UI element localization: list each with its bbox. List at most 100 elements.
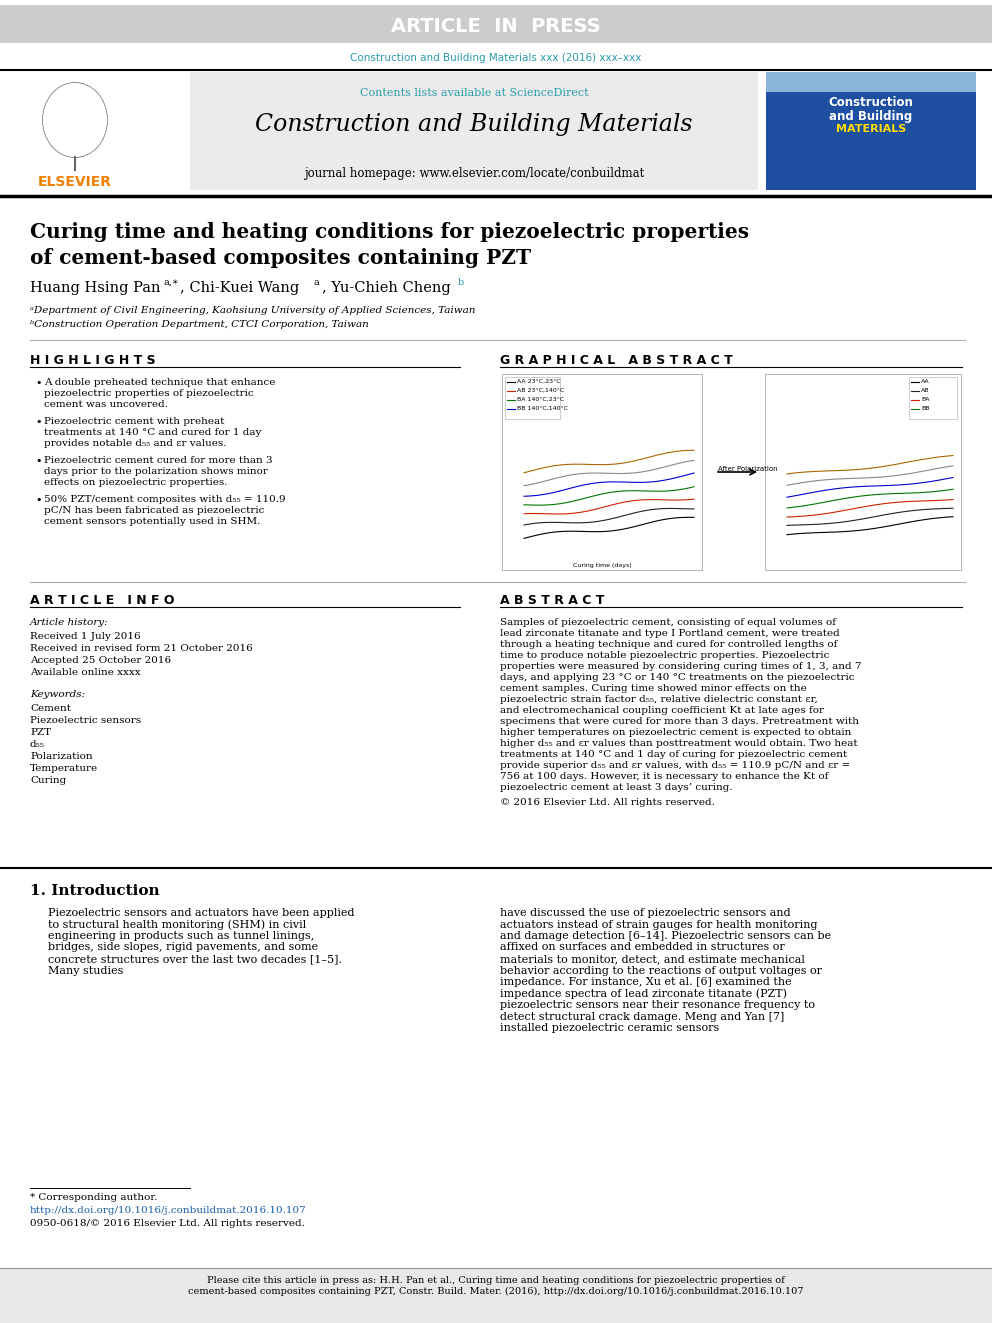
Text: © 2016 Elsevier Ltd. All rights reserved.: © 2016 Elsevier Ltd. All rights reserved… xyxy=(500,798,715,807)
Text: * Corresponding author.: * Corresponding author. xyxy=(30,1193,158,1203)
Text: Contents lists available at ScienceDirect: Contents lists available at ScienceDirec… xyxy=(360,89,588,98)
Text: have discussed the use of piezoelectric sensors and: have discussed the use of piezoelectric … xyxy=(500,908,791,918)
Text: behavior according to the reactions of output voltages or: behavior according to the reactions of o… xyxy=(500,966,822,975)
Text: ᵃDepartment of Civil Engineering, Kaohsiung University of Applied Sciences, Taiw: ᵃDepartment of Civil Engineering, Kaohsi… xyxy=(30,306,475,315)
Text: lead zirconate titanate and type I Portland cement, were treated: lead zirconate titanate and type I Portl… xyxy=(500,628,840,638)
Text: ARTICLE  IN  PRESS: ARTICLE IN PRESS xyxy=(391,16,601,36)
Text: AA: AA xyxy=(921,378,930,384)
Text: A double preheated technique that enhance: A double preheated technique that enhanc… xyxy=(44,378,276,388)
Bar xyxy=(12,71,187,191)
Text: ᵇConstruction Operation Department, CTCI Corporation, Taiwan: ᵇConstruction Operation Department, CTCI… xyxy=(30,320,369,329)
Text: Please cite this article in press as: H.H. Pan et al., Curing time and heating c: Please cite this article in press as: H.… xyxy=(207,1275,785,1285)
Text: Piezoelectric sensors: Piezoelectric sensors xyxy=(30,716,141,725)
Text: to structural health monitoring (SHM) in civil: to structural health monitoring (SHM) in… xyxy=(48,919,307,930)
Text: Construction and Building Materials xxx (2016) xxx–xxx: Construction and Building Materials xxx … xyxy=(350,53,642,64)
Text: G R A P H I C A L   A B S T R A C T: G R A P H I C A L A B S T R A C T xyxy=(500,355,733,366)
Text: BB: BB xyxy=(921,406,930,411)
Text: Received 1 July 2016: Received 1 July 2016 xyxy=(30,632,141,642)
Text: days prior to the polarization shows minor: days prior to the polarization shows min… xyxy=(44,467,268,476)
Text: concrete structures over the last two decades [1–5].: concrete structures over the last two de… xyxy=(48,954,342,964)
Text: Available online xxxx: Available online xxxx xyxy=(30,668,141,677)
Bar xyxy=(190,71,758,191)
Text: detect structural crack damage. Meng and Yan [7]: detect structural crack damage. Meng and… xyxy=(500,1012,785,1021)
Text: effects on piezoelectric properties.: effects on piezoelectric properties. xyxy=(44,478,227,487)
Bar xyxy=(765,374,961,570)
Text: pC/N has been fabricated as piezoelectric: pC/N has been fabricated as piezoelectri… xyxy=(44,505,265,515)
Text: BA: BA xyxy=(921,397,930,402)
Text: Curing: Curing xyxy=(30,777,66,785)
Text: piezoelectric cement at least 3 days’ curing.: piezoelectric cement at least 3 days’ cu… xyxy=(500,783,733,792)
Bar xyxy=(766,71,976,191)
Text: installed piezoelectric ceramic sensors: installed piezoelectric ceramic sensors xyxy=(500,1023,719,1033)
Bar xyxy=(766,71,976,93)
Bar xyxy=(0,1267,992,1323)
Text: treatments at 140 °C and 1 day of curing for piezoelectric cement: treatments at 140 °C and 1 day of curing… xyxy=(500,750,847,759)
Text: materials to monitor, detect, and estimate mechanical: materials to monitor, detect, and estima… xyxy=(500,954,805,964)
Text: Piezoelectric sensors and actuators have been applied: Piezoelectric sensors and actuators have… xyxy=(48,908,354,918)
Text: engineering in products such as tunnel linings,: engineering in products such as tunnel l… xyxy=(48,931,314,941)
Text: , Yu-Chieh Cheng: , Yu-Chieh Cheng xyxy=(322,280,450,295)
Text: After Polarization: After Polarization xyxy=(718,466,778,472)
Text: A B S T R A C T: A B S T R A C T xyxy=(500,594,604,607)
Text: Polarization: Polarization xyxy=(30,751,92,761)
Text: 50% PZT/cement composites with d₅₅ = 110.9: 50% PZT/cement composites with d₅₅ = 110… xyxy=(44,495,286,504)
Text: cement samples. Curing time showed minor effects on the: cement samples. Curing time showed minor… xyxy=(500,684,806,693)
Text: d₅₅: d₅₅ xyxy=(30,740,45,749)
Text: cement-based composites containing PZT, Constr. Build. Mater. (2016), http://dx.: cement-based composites containing PZT, … xyxy=(188,1287,804,1297)
Text: MATERIALS: MATERIALS xyxy=(836,124,906,134)
Text: through a heating technique and cured for controlled lengths of: through a heating technique and cured fo… xyxy=(500,640,837,650)
Text: and Building: and Building xyxy=(829,110,913,123)
Text: and damage detection [6–14]. Piezoelectric sensors can be: and damage detection [6–14]. Piezoelectr… xyxy=(500,931,831,941)
Bar xyxy=(502,374,702,570)
Text: impedance. For instance, Xu et al. [6] examined the: impedance. For instance, Xu et al. [6] e… xyxy=(500,976,792,987)
Text: Curing time (days): Curing time (days) xyxy=(572,564,631,568)
Text: •: • xyxy=(35,495,42,505)
Text: piezoelectric properties of piezoelectric: piezoelectric properties of piezoelectri… xyxy=(44,389,254,398)
Text: 756 at 100 days. However, it is necessary to enhance the Kt of: 756 at 100 days. However, it is necessar… xyxy=(500,773,828,781)
Text: 0950-0618/© 2016 Elsevier Ltd. All rights reserved.: 0950-0618/© 2016 Elsevier Ltd. All right… xyxy=(30,1218,305,1228)
Text: BB 140°C,140°C: BB 140°C,140°C xyxy=(517,406,568,411)
Text: ELSEVIER: ELSEVIER xyxy=(38,175,112,189)
Text: Samples of piezoelectric cement, consisting of equal volumes of: Samples of piezoelectric cement, consist… xyxy=(500,618,836,627)
Bar xyxy=(909,377,957,419)
Bar xyxy=(0,5,992,44)
Text: Construction and Building Materials: Construction and Building Materials xyxy=(255,114,692,136)
Text: AA 23°C,23°C: AA 23°C,23°C xyxy=(517,378,560,384)
Text: b: b xyxy=(458,278,464,287)
Text: •: • xyxy=(35,456,42,466)
Text: Keywords:: Keywords: xyxy=(30,691,85,699)
Text: specimens that were cured for more than 3 days. Pretreatment with: specimens that were cured for more than … xyxy=(500,717,859,726)
Text: PZT: PZT xyxy=(30,728,52,737)
Text: affixed on surfaces and embedded in structures or: affixed on surfaces and embedded in stru… xyxy=(500,942,785,953)
Text: Article history:: Article history: xyxy=(30,618,109,627)
Text: treatments at 140 °C and cured for 1 day: treatments at 140 °C and cured for 1 day xyxy=(44,429,261,437)
Text: piezoelectric sensors near their resonance frequency to: piezoelectric sensors near their resonan… xyxy=(500,1000,815,1009)
Text: Piezoelectric cement cured for more than 3: Piezoelectric cement cured for more than… xyxy=(44,456,273,464)
Text: higher temperatures on piezoelectric cement is expected to obtain: higher temperatures on piezoelectric cem… xyxy=(500,728,851,737)
Text: Received in revised form 21 October 2016: Received in revised form 21 October 2016 xyxy=(30,644,253,654)
Text: Cement: Cement xyxy=(30,704,71,713)
Text: a,∗: a,∗ xyxy=(163,278,179,287)
Text: 1. Introduction: 1. Introduction xyxy=(30,884,160,898)
Text: journal homepage: www.elsevier.com/locate/conbuildmat: journal homepage: www.elsevier.com/locat… xyxy=(304,167,644,180)
Text: of cement-based composites containing PZT: of cement-based composites containing PZ… xyxy=(30,247,531,269)
Text: Accepted 25 October 2016: Accepted 25 October 2016 xyxy=(30,656,172,665)
Text: H I G H L I G H T S: H I G H L I G H T S xyxy=(30,355,156,366)
Text: a: a xyxy=(314,278,319,287)
Text: cement was uncovered.: cement was uncovered. xyxy=(44,400,168,409)
Text: A R T I C L E   I N F O: A R T I C L E I N F O xyxy=(30,594,175,607)
Text: provides notable d₅₅ and εr values.: provides notable d₅₅ and εr values. xyxy=(44,439,226,448)
Text: Huang Hsing Pan: Huang Hsing Pan xyxy=(30,280,161,295)
Text: piezoelectric strain factor d₅₅, relative dielectric constant εr,: piezoelectric strain factor d₅₅, relativ… xyxy=(500,695,817,704)
Text: •: • xyxy=(35,378,42,388)
Text: impedance spectra of lead zirconate titanate (PZT): impedance spectra of lead zirconate tita… xyxy=(500,988,787,999)
Text: Construction: Construction xyxy=(828,97,914,108)
Text: provide superior d₅₅ and εr values, with d₅₅ = 110.9 pC/N and εr =: provide superior d₅₅ and εr values, with… xyxy=(500,761,850,770)
Text: Curing time and heating conditions for piezoelectric properties: Curing time and heating conditions for p… xyxy=(30,222,749,242)
Text: cement sensors potentially used in SHM.: cement sensors potentially used in SHM. xyxy=(44,517,260,527)
Text: Piezoelectric cement with preheat: Piezoelectric cement with preheat xyxy=(44,417,224,426)
Text: •: • xyxy=(35,417,42,427)
Text: AB: AB xyxy=(921,388,930,393)
Text: AB 23°C,140°C: AB 23°C,140°C xyxy=(517,388,564,393)
Text: actuators instead of strain gauges for health monitoring: actuators instead of strain gauges for h… xyxy=(500,919,817,930)
